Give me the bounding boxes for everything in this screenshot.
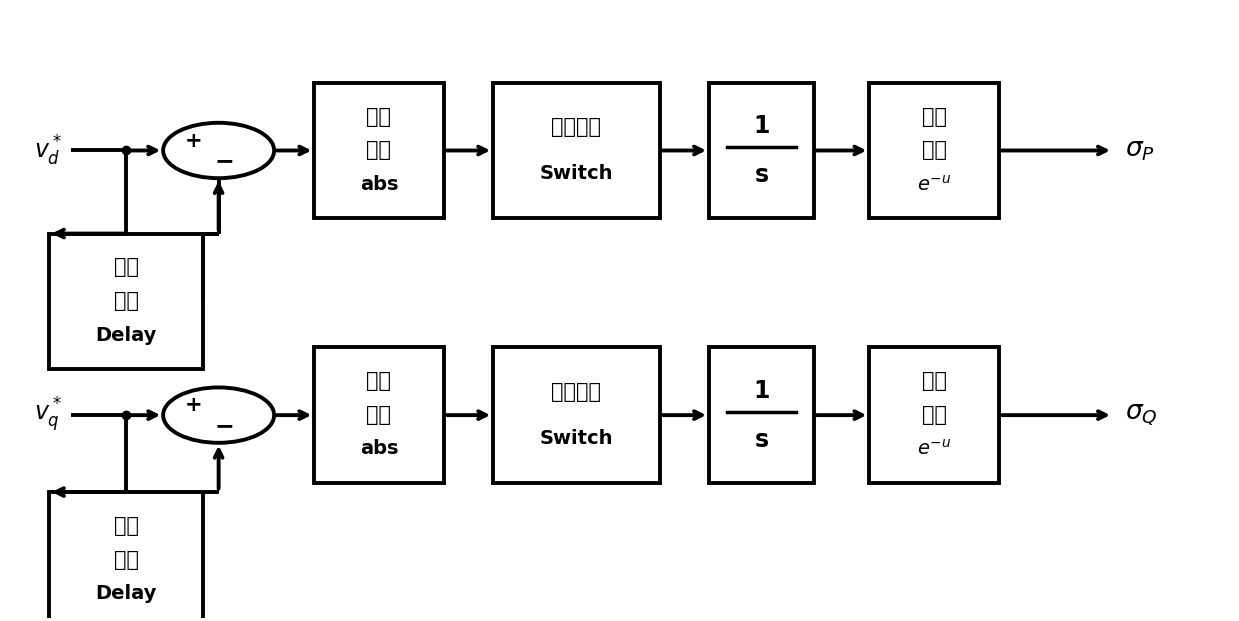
Text: $\sigma_P$: $\sigma_P$	[1125, 137, 1155, 163]
Bar	[50, 233, 203, 369]
Text: abs: abs	[359, 175, 398, 194]
Text: $e^{-u}$: $e^{-u}$	[917, 175, 952, 194]
Text: 切换开关: 切换开关	[551, 382, 601, 402]
Text: 运算: 运算	[922, 140, 947, 160]
Text: abs: abs	[359, 440, 398, 458]
Bar	[870, 347, 999, 483]
Text: 1: 1	[753, 114, 769, 138]
Text: 环节: 环节	[114, 291, 139, 311]
Text: 指数: 指数	[922, 371, 947, 391]
Text: Delay: Delay	[95, 325, 157, 345]
Text: $v_d^*$: $v_d^*$	[33, 134, 62, 168]
Bar	[315, 83, 444, 218]
Text: +: +	[185, 396, 202, 415]
Text: $\sigma_Q$: $\sigma_Q$	[1125, 402, 1157, 428]
Text: −: −	[214, 414, 234, 438]
Text: 求绝: 求绝	[367, 107, 392, 127]
Text: 1: 1	[753, 379, 769, 402]
Text: Switch: Switch	[539, 165, 613, 183]
Text: 求绝: 求绝	[367, 371, 392, 391]
Text: 延时: 延时	[114, 516, 139, 536]
Bar	[493, 83, 659, 218]
Text: 对值: 对值	[367, 140, 392, 160]
Bar	[709, 83, 814, 218]
Bar	[315, 347, 444, 483]
Text: 环节: 环节	[114, 550, 139, 569]
Bar	[50, 492, 203, 621]
Text: +: +	[185, 131, 202, 151]
Bar	[709, 347, 814, 483]
Text: 对值: 对值	[367, 405, 392, 425]
Bar	[493, 347, 659, 483]
Text: $e^{-u}$: $e^{-u}$	[917, 439, 952, 459]
Text: 指数: 指数	[922, 107, 947, 127]
Text: Delay: Delay	[95, 584, 157, 603]
Bar	[870, 83, 999, 218]
Text: s: s	[755, 428, 768, 451]
Text: 延时: 延时	[114, 258, 139, 278]
Text: 切换开关: 切换开关	[551, 117, 601, 137]
Circle shape	[164, 123, 274, 178]
Text: Switch: Switch	[539, 429, 613, 448]
Text: $v_q^*$: $v_q^*$	[33, 396, 62, 435]
Text: −: −	[214, 150, 234, 173]
Text: s: s	[755, 163, 768, 187]
Circle shape	[164, 388, 274, 443]
Text: 运算: 运算	[922, 405, 947, 425]
